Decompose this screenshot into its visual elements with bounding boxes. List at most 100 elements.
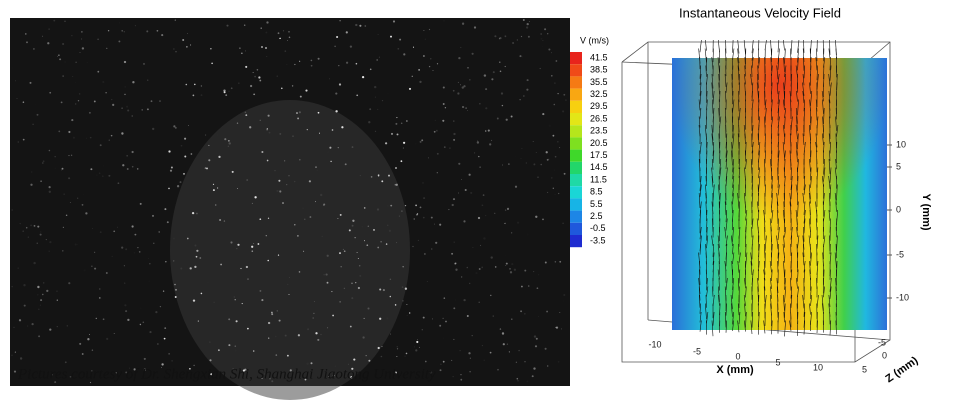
particle <box>353 358 356 361</box>
particle <box>286 184 288 186</box>
vector <box>750 320 753 335</box>
particle <box>397 47 400 50</box>
particle <box>501 332 505 335</box>
particle <box>536 287 539 290</box>
vector <box>797 56 799 71</box>
particle <box>339 19 341 22</box>
plot-title: Instantaneous Velocity Field <box>679 5 841 20</box>
particle <box>69 375 72 378</box>
particle <box>77 100 80 102</box>
particle <box>65 214 68 217</box>
particle <box>76 243 78 245</box>
particle <box>194 244 197 247</box>
particle <box>396 242 398 244</box>
particle <box>132 81 135 84</box>
particle <box>96 174 98 176</box>
particle <box>317 338 320 341</box>
vector <box>725 235 728 247</box>
particle <box>335 110 338 113</box>
vector <box>698 286 701 301</box>
particle <box>137 246 139 249</box>
particle <box>367 225 369 227</box>
particle <box>417 239 419 241</box>
particle <box>424 253 426 255</box>
particle <box>17 267 19 269</box>
vector <box>797 269 799 282</box>
particle <box>469 371 471 373</box>
legend-swatch <box>570 52 582 65</box>
vector <box>822 133 824 146</box>
y-tick-label: 5 <box>896 161 901 171</box>
vector <box>777 243 779 259</box>
particle <box>422 55 425 57</box>
vector <box>718 175 720 191</box>
particle <box>386 224 389 227</box>
particle <box>498 38 501 40</box>
particle <box>430 58 432 60</box>
x-tick-label: -10 <box>648 339 661 349</box>
vector <box>725 303 727 316</box>
particle <box>547 191 549 193</box>
vector <box>782 209 785 224</box>
particle <box>394 304 397 306</box>
vector <box>737 56 740 71</box>
particle <box>559 312 561 313</box>
particle <box>523 95 525 97</box>
vector <box>810 90 813 106</box>
particle <box>210 373 213 376</box>
particle <box>269 377 271 380</box>
particle <box>305 89 308 92</box>
particle <box>442 86 445 89</box>
vector <box>796 218 798 231</box>
particle <box>377 246 380 249</box>
vector <box>783 235 785 248</box>
vector <box>738 269 741 284</box>
particle <box>72 136 75 139</box>
vector <box>797 133 799 150</box>
particle <box>113 333 115 335</box>
particle <box>328 376 329 378</box>
particle <box>336 35 339 39</box>
particle <box>341 126 344 129</box>
particle <box>313 301 315 303</box>
particle <box>547 158 550 160</box>
particle <box>368 359 371 362</box>
particle <box>485 215 487 217</box>
vector <box>784 107 787 119</box>
particle <box>156 29 159 32</box>
vector <box>724 73 727 87</box>
particle <box>483 359 485 362</box>
y-axis-label: Y (mm) <box>920 193 932 230</box>
particle <box>368 121 371 124</box>
particle <box>276 310 278 312</box>
vector <box>718 184 720 200</box>
vector <box>712 252 715 266</box>
particle <box>22 101 25 103</box>
particle <box>184 155 187 158</box>
particle <box>68 177 71 180</box>
particle <box>457 81 459 83</box>
vector <box>815 133 818 148</box>
particle <box>32 47 35 50</box>
particle <box>555 60 558 62</box>
particle <box>460 374 462 376</box>
particle <box>329 146 332 149</box>
particle <box>554 261 557 263</box>
particle <box>158 231 160 233</box>
particle <box>234 299 236 301</box>
particle <box>249 84 253 88</box>
vector <box>732 286 734 299</box>
particle <box>261 299 264 302</box>
particle <box>298 271 301 273</box>
particle <box>60 169 62 171</box>
legend-label: 35.5 <box>590 77 608 87</box>
particle <box>463 85 466 88</box>
particle <box>533 367 536 370</box>
particle <box>478 155 480 158</box>
particle <box>174 283 176 286</box>
particle <box>217 187 219 189</box>
particle <box>165 261 167 263</box>
vector <box>835 201 837 212</box>
particle <box>194 265 197 269</box>
